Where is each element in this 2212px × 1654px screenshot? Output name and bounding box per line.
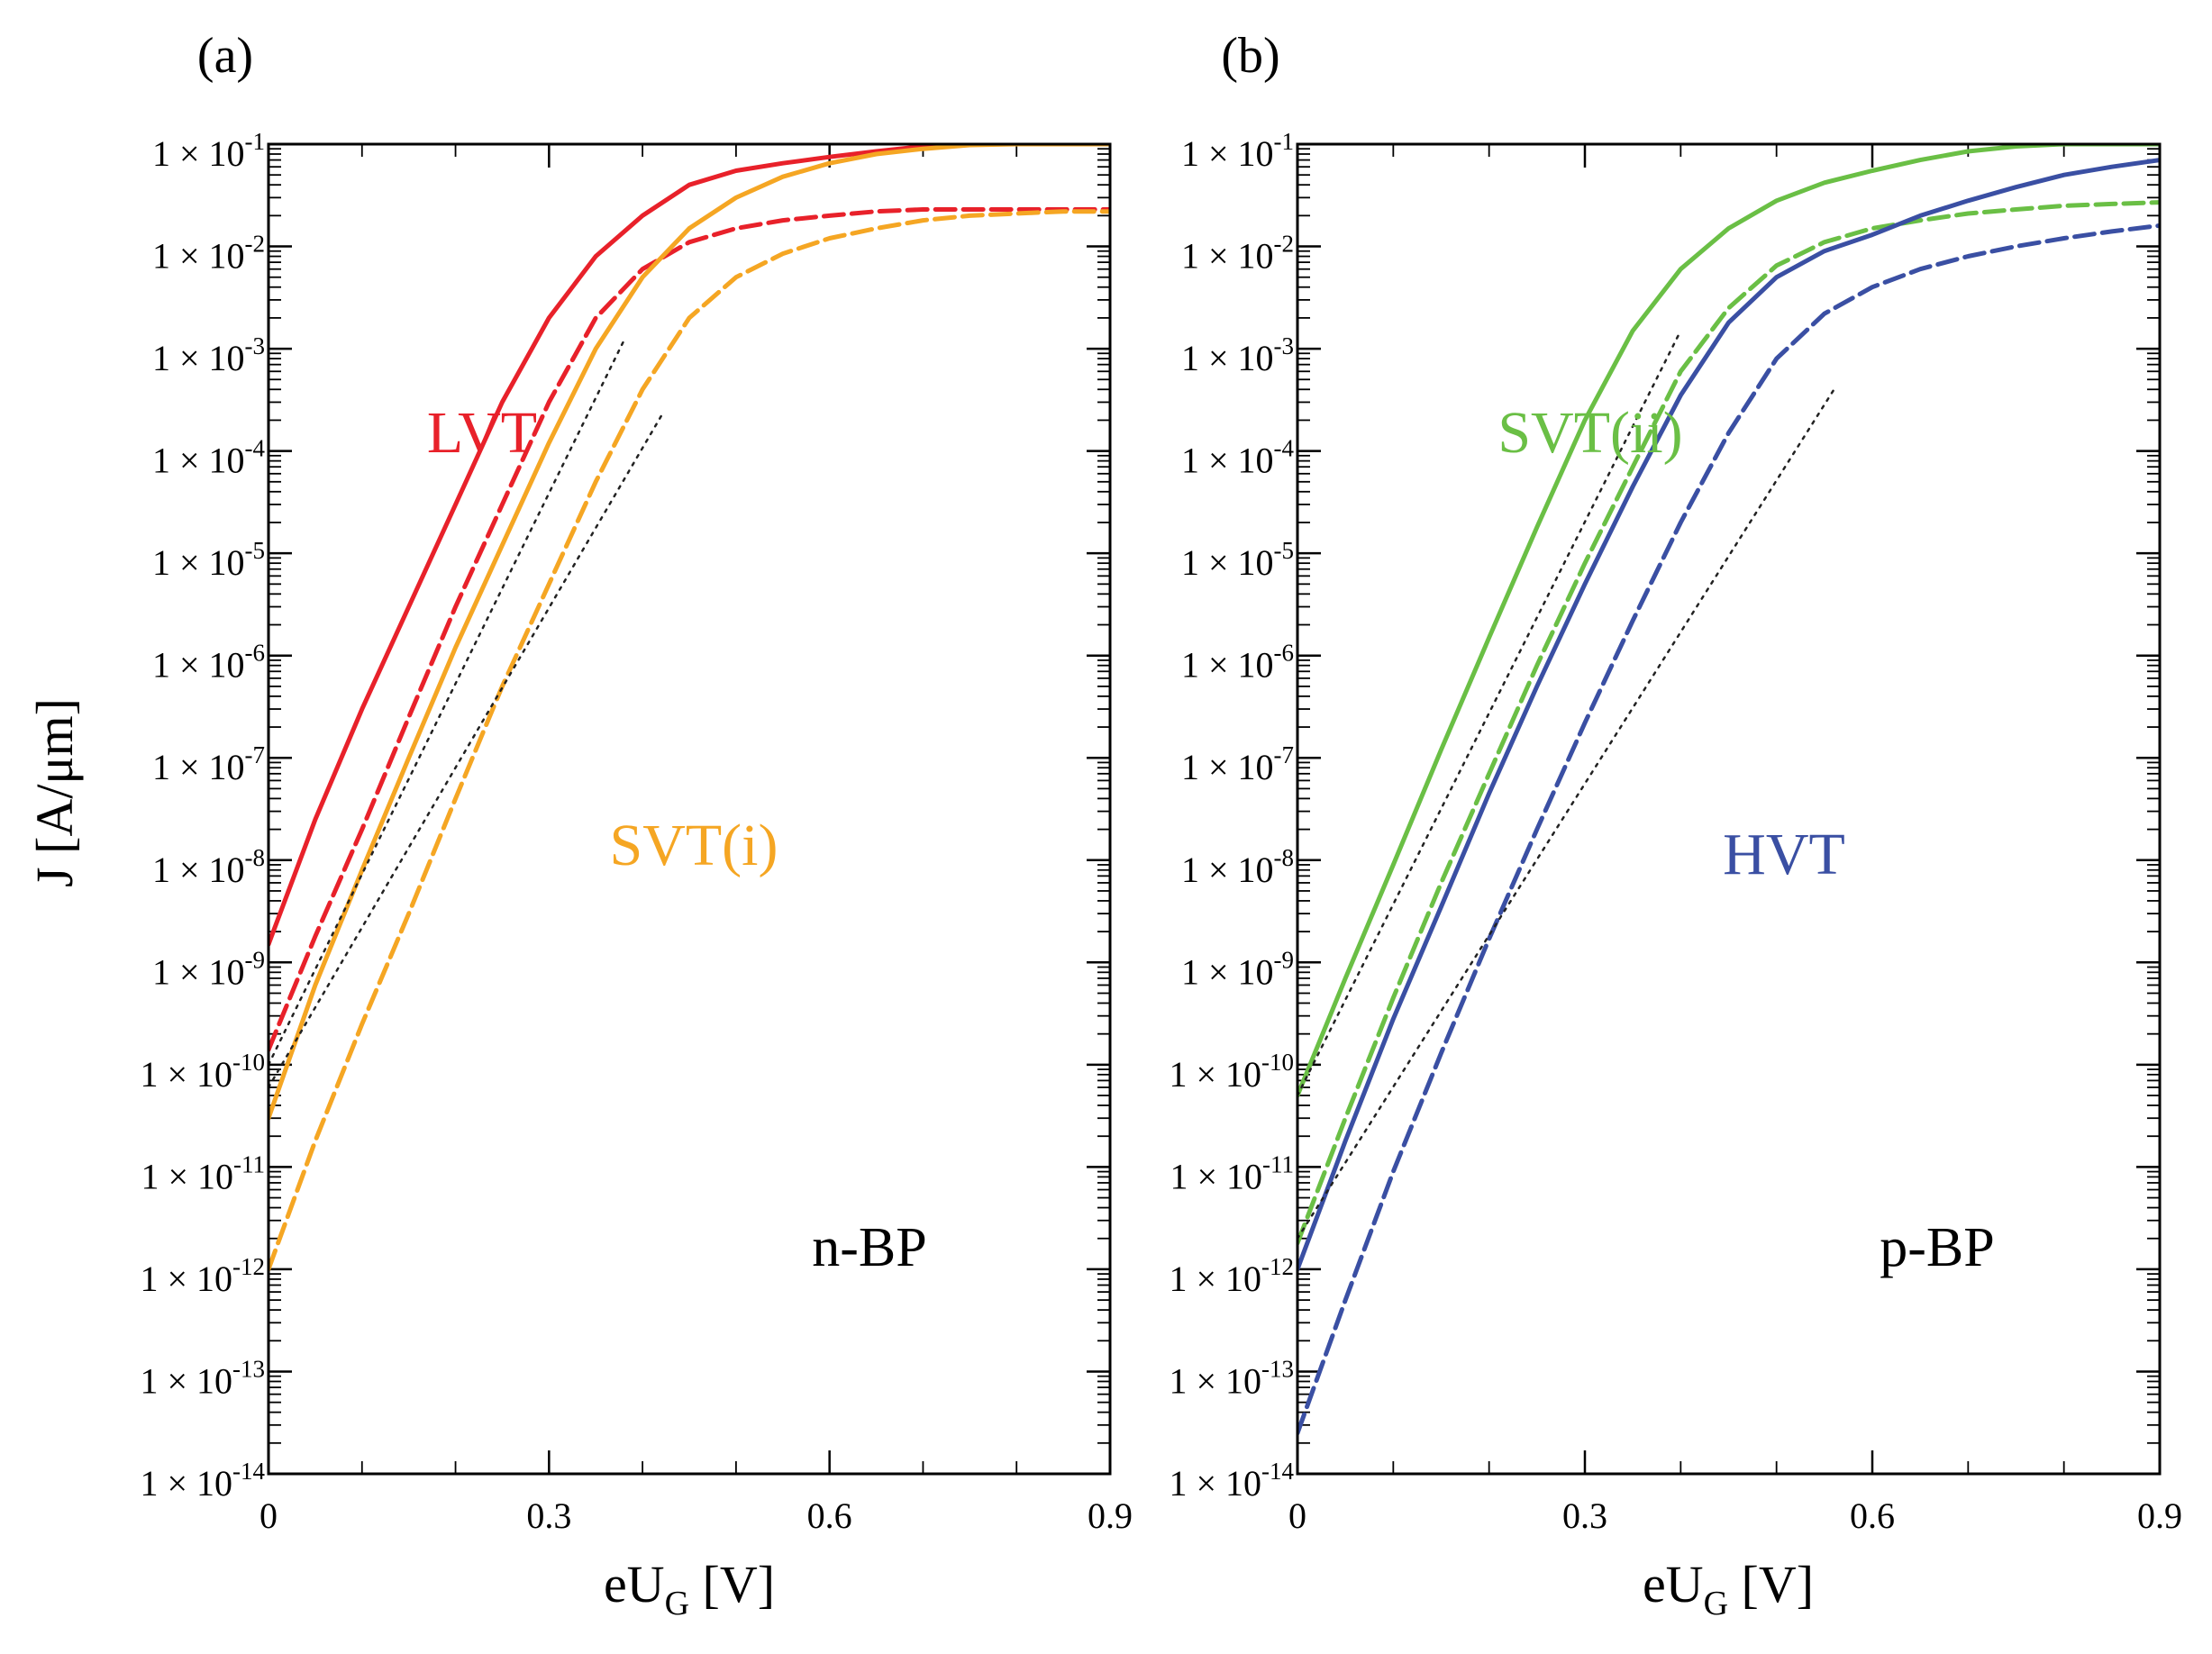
x-tick-label: 0.9 xyxy=(1088,1495,1133,1536)
panel-a-series-1-dashed-line xyxy=(269,207,1110,1052)
y-tick-label: 1 × 10-3 xyxy=(152,332,265,378)
panel-a-series-3-dashed-line xyxy=(269,209,1110,1272)
panel-a-y-axis-title: J [A/μm] xyxy=(25,698,84,887)
y-tick-label: 1 × 10-11 xyxy=(1170,1150,1294,1196)
y-tick-label: 1 × 10-2 xyxy=(1181,231,1294,277)
panel-a-x-axis-title: eUG [V] xyxy=(604,1555,775,1622)
x-tick-label: 0.6 xyxy=(807,1495,852,1536)
x-tick-label: 0.3 xyxy=(1562,1495,1607,1536)
y-tick-label: 1 × 10-1 xyxy=(152,128,265,174)
panel-a-series-0-solid-line xyxy=(269,144,1110,947)
y-tick-label: 1 × 10-6 xyxy=(1181,640,1294,686)
panel-b-x-axis-title: eUG [V] xyxy=(1643,1555,1814,1622)
y-tick-label: 1 × 10-3 xyxy=(1181,332,1294,378)
panel-b-device-label: p-BP xyxy=(1880,1217,1994,1278)
y-tick-label: 1 × 10-1 xyxy=(1181,128,1294,174)
panel-b-y-ticks xyxy=(1297,142,2160,1476)
y-tick-label: 1 × 10-13 xyxy=(1169,1355,1294,1401)
panel-a-x-ticks xyxy=(267,144,1112,1474)
y-tick-label: 1 × 10-13 xyxy=(140,1355,265,1401)
panel-b-series-3-dashed-line xyxy=(1297,223,2160,1436)
y-tick-label: 1 × 10-6 xyxy=(152,640,265,686)
x-tick-label: 0.6 xyxy=(1850,1495,1895,1536)
y-tick-label: 1 × 10-5 xyxy=(1181,537,1294,583)
y-tick-label: 1 × 10-7 xyxy=(152,741,265,787)
y-tick-label: 1 × 10-14 xyxy=(140,1458,265,1504)
y-tick-label: 1 × 10-9 xyxy=(152,946,265,992)
x-tick-label: 0 xyxy=(1288,1495,1306,1536)
panel-b-frame xyxy=(1296,142,2162,1476)
y-tick-label: 1 × 10-8 xyxy=(152,844,265,890)
panel-b-series-2-solid-line xyxy=(1297,158,2160,1272)
panel-b-tag: (b) xyxy=(1221,28,1279,84)
panel-b-series-1-dashed-line xyxy=(1297,200,2160,1246)
panel-a-frame xyxy=(267,142,1112,1476)
y-tick-label: 1 × 10-5 xyxy=(152,537,265,583)
y-tick-label: 1 × 10-10 xyxy=(1169,1049,1294,1095)
y-tick-label: 1 × 10-12 xyxy=(140,1253,265,1299)
panel-a-series-a-label: LVT xyxy=(427,400,537,466)
panel-b: 1 × 10-1 1 × 10-2 1 × 10-3 1 × 10-4 1 × 10-5… xyxy=(1169,128,2162,1622)
panel-b-series-4-dotted-line xyxy=(1297,329,1682,1097)
y-tick-label: 1 × 10-12 xyxy=(1169,1253,1294,1299)
panel-b-series-a-label: SVT(ii) xyxy=(1497,400,1682,466)
y-tick-label: 1 × 10-7 xyxy=(1181,741,1294,787)
panel-b-series xyxy=(1297,144,2160,1436)
x-tick-label: 0.3 xyxy=(526,1495,571,1536)
panel-a-series xyxy=(269,144,1110,1272)
panel-a-y-ticks xyxy=(269,142,1110,1476)
y-tick-label: 1 × 10-11 xyxy=(141,1150,265,1196)
y-tick-label: 1 × 10-8 xyxy=(1181,844,1294,890)
y-tick-label: 1 × 10-10 xyxy=(140,1049,265,1095)
panel-a-series-2-solid-line xyxy=(269,144,1110,1121)
y-tick-label: 1 × 10-9 xyxy=(1181,946,1294,992)
panel-b-x-ticks xyxy=(1296,144,2162,1474)
panel-a-tag: (a) xyxy=(197,28,253,84)
panel-a-series-b-label: SVT(i) xyxy=(610,813,778,878)
panel-a-device-label: n-BP xyxy=(812,1217,926,1278)
y-tick-label: 1 × 10-4 xyxy=(152,435,266,481)
panel-b-series-0-solid-line xyxy=(1297,144,2160,1098)
y-tick-label: 1 × 10-4 xyxy=(1181,435,1295,481)
panel-b-series-5-dotted-line xyxy=(1297,388,1835,1240)
panel-b-series-b-label: HVT xyxy=(1723,822,1845,887)
y-tick-label: 1 × 10-2 xyxy=(152,231,265,277)
y-tick-label: 1 × 10-14 xyxy=(1169,1458,1294,1504)
panel-a-series-5-dotted-line xyxy=(269,414,663,1089)
x-tick-label: 0.9 xyxy=(2137,1495,2182,1536)
panel-a: 1 × 10-1 1 × 10-2 1 × 10-3 1 × 10-4 1 × 10-5… xyxy=(140,128,1112,1622)
x-tick-label: 0 xyxy=(259,1495,278,1536)
panel-a-series-4-dotted-line xyxy=(269,339,625,1067)
